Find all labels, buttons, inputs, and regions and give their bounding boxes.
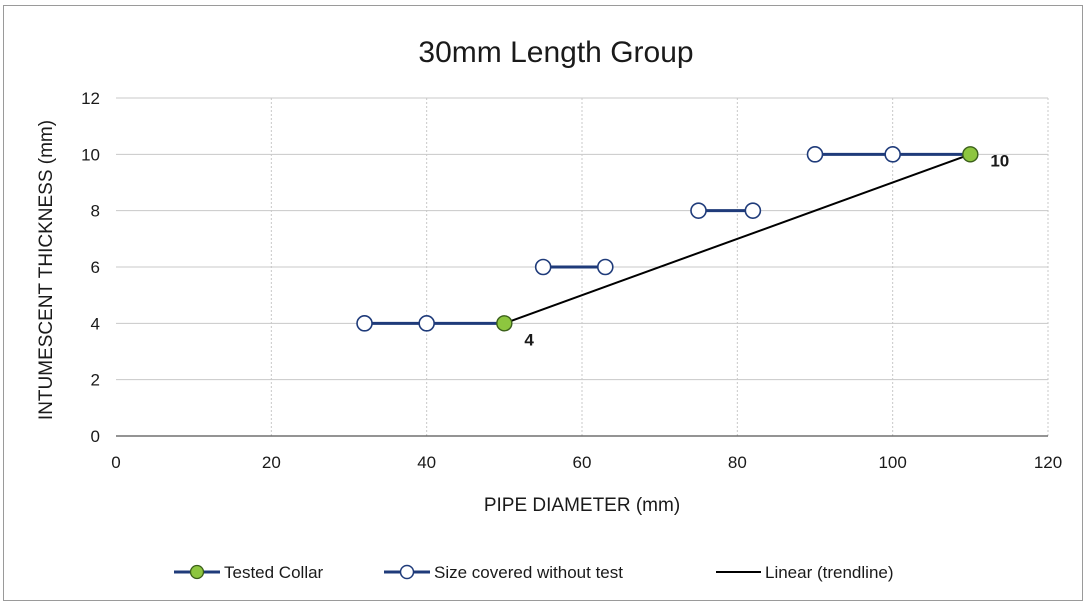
grid-lines [116, 97, 1049, 436]
legend-entry-label: Tested Collar [224, 563, 324, 582]
x-axis-label: PIPE DIAMETER (mm) [484, 495, 680, 516]
untested-point-marker [744, 202, 762, 219]
series-group: 4 10 [356, 146, 1009, 349]
untested-point-marker [884, 146, 901, 163]
x-tick-label: 80 [728, 453, 747, 472]
x-tick-label: 0 [111, 453, 120, 472]
y-tick-label: 2 [91, 371, 100, 390]
tested-point-marker [496, 315, 513, 332]
y-tick-label: 4 [91, 314, 100, 333]
y-tick-label: 0 [91, 427, 100, 446]
legend-marker-hollow [399, 564, 415, 580]
untested-point-marker [534, 258, 552, 276]
y-axis-label: INTUMESCENT THICKNESS (mm) [36, 120, 57, 420]
y-tick-labels: 0 2 4 6 8 10 12 [81, 89, 100, 446]
untested-point-marker [418, 315, 435, 332]
tested-point-marker [962, 146, 979, 163]
x-tick-labels: 0 20 40 60 80 100 120 [111, 453, 1062, 472]
x-tick-label: 40 [417, 453, 436, 472]
legend-marker-filled [189, 564, 205, 580]
y-tick-label: 12 [81, 89, 100, 108]
x-tick-label: 100 [878, 453, 906, 472]
legend-entry-label: Linear (trendline) [765, 563, 894, 582]
untested-point-marker [690, 202, 707, 219]
untested-point-marker [806, 146, 824, 163]
y-tick-label: 10 [81, 145, 100, 164]
trendline [503, 153, 971, 325]
x-tick-label: 60 [573, 453, 592, 472]
legend-entry-label: Size covered without test [434, 563, 623, 582]
y-tick-label: 8 [91, 202, 100, 221]
y-tick-label: 6 [91, 258, 100, 277]
x-tick-label: 120 [1034, 453, 1062, 472]
untested-point-marker [356, 315, 373, 332]
data-label: 10 [990, 151, 1009, 170]
untested-point-marker [596, 258, 614, 276]
data-label: 4 [524, 330, 534, 349]
chart-frame [3, 5, 1083, 601]
chart-title: 30mm Length Group [418, 36, 693, 69]
x-tick-label: 20 [262, 453, 281, 472]
legend: Tested Collar Size covered without test Li… [174, 563, 894, 582]
